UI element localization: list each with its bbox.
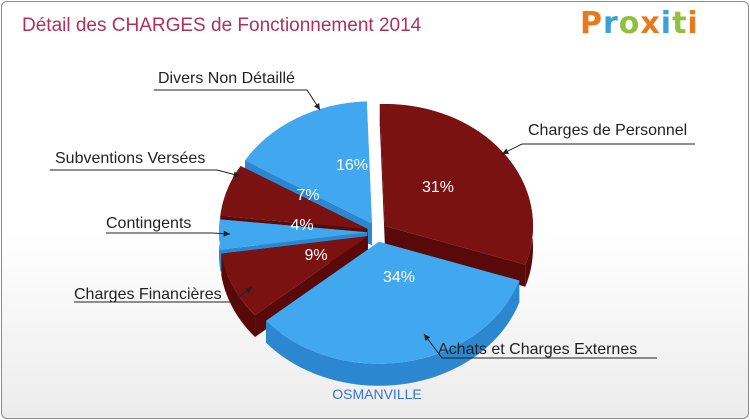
pie-slice: [219, 219, 368, 250]
leader-arrow: [502, 148, 509, 154]
pie-slice-tops: [219, 101, 534, 364]
leader-line: [154, 89, 321, 111]
pie-slice: [245, 101, 372, 224]
leader-line: [423, 333, 657, 359]
slice-category-label: Charges de Personnel: [528, 122, 687, 139]
leader-arrow: [424, 334, 431, 341]
slice-category-label: Charges Financières: [74, 286, 222, 303]
slice-percent-label: 4%: [290, 217, 313, 234]
slice-percent-label: 7%: [296, 187, 319, 204]
pie-slice: [220, 166, 368, 229]
leader-arrow: [233, 171, 240, 178]
proxiti-logo: Proxiti: [580, 6, 699, 41]
slice-category-label: Contingents: [106, 215, 191, 232]
leader-arrow: [223, 230, 230, 237]
leader-line: [74, 286, 253, 303]
leader-line: [106, 232, 231, 235]
pie-slice: [266, 241, 520, 364]
pie-slice-wall: [385, 226, 526, 287]
slice-percent-label: 34%: [383, 269, 415, 286]
slice-percent-label: 16%: [336, 157, 368, 174]
slice-percent-label: 31%: [422, 179, 454, 196]
pie-slice-side: [266, 280, 520, 386]
slice-percent-label: 9%: [304, 247, 327, 264]
pie-slice-side: [221, 253, 256, 338]
slice-category-label: Achats et Charges Externes: [438, 341, 637, 358]
chart-title: Détail des CHARGES de Fonctionnement 201…: [22, 15, 422, 36]
leader-line: [501, 143, 695, 155]
pie-slice-wall: [379, 104, 386, 249]
slice-category-label: Divers Non Détaillé: [158, 70, 295, 87]
pie-slice: [221, 236, 368, 316]
leader-arrow: [245, 287, 252, 294]
slice-category-label: Subventions Versées: [55, 150, 205, 167]
leader-line: [50, 169, 241, 177]
commune-name: OSMANVILLE: [332, 386, 422, 402]
leader-arrow: [314, 103, 320, 110]
pie-slice: [379, 104, 534, 265]
